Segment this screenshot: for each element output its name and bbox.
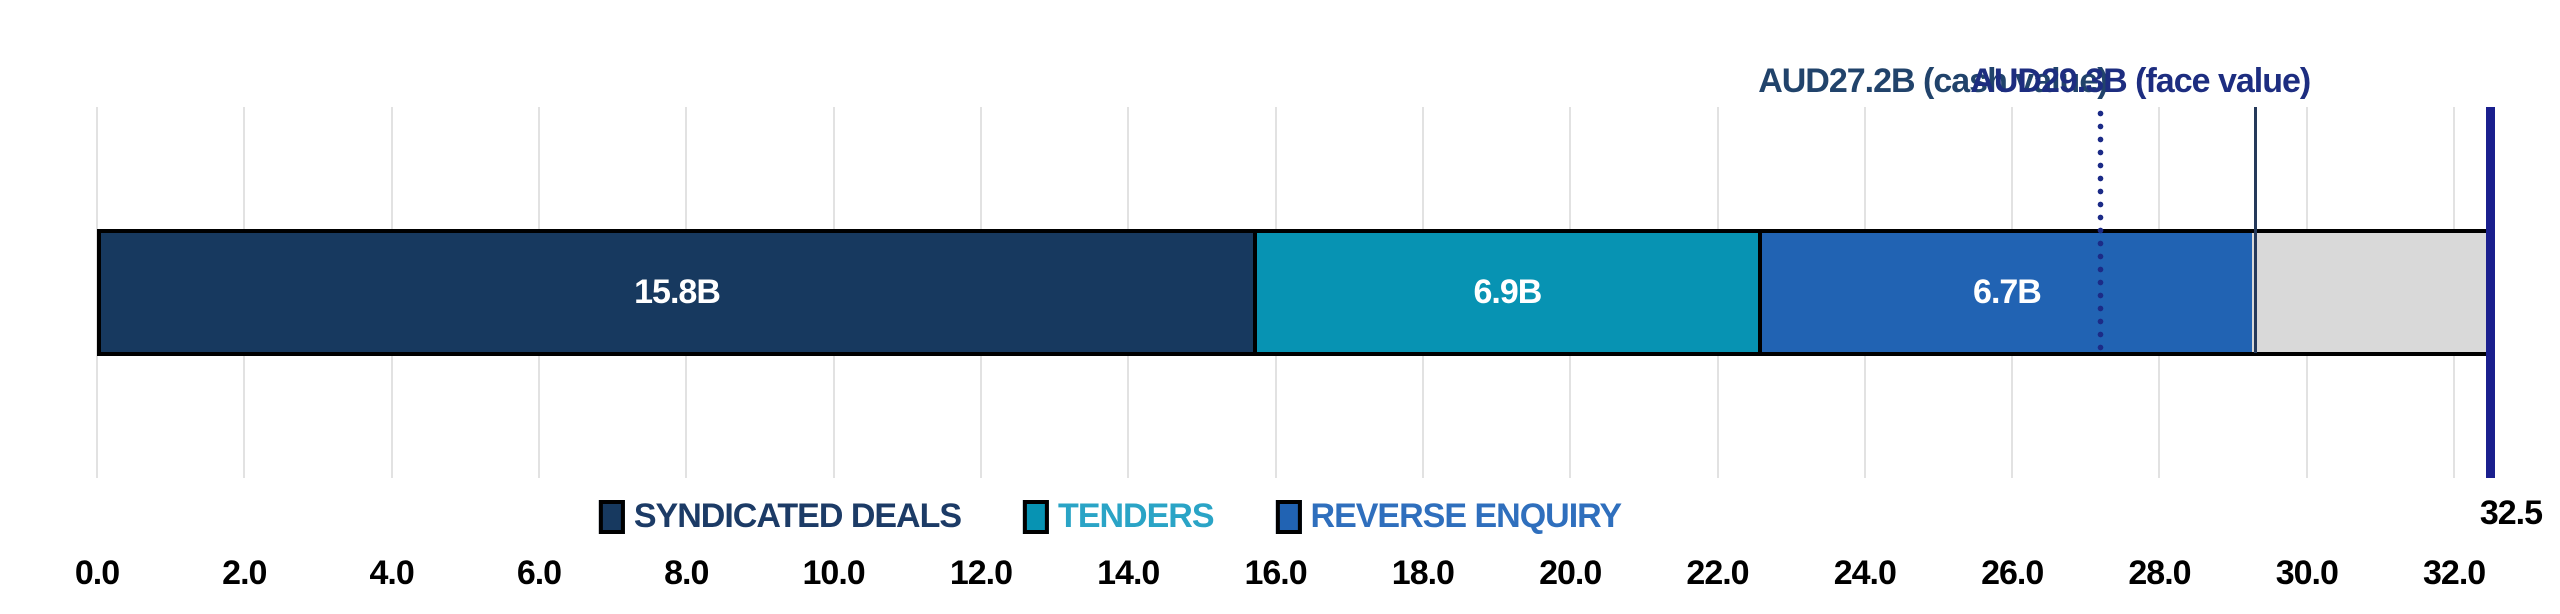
legend-item-reverse-enquiry: REVERSE ENQUIRY xyxy=(1275,497,1623,536)
legend: SYNDICATED DEALS TENDERS REVERSE ENQUIRY xyxy=(598,497,1623,536)
x-tick-label: 28.0 xyxy=(2128,554,2191,592)
bar-segment-remainder xyxy=(2252,233,2487,352)
legend-label: TENDERS xyxy=(1058,497,1214,535)
axis-extra-label-total: 32.5 xyxy=(2479,494,2543,532)
legend-label: SYNDICATED DEALS xyxy=(633,497,962,535)
x-tick-label: 6.0 xyxy=(516,554,562,592)
x-tick-label: 14.0 xyxy=(1097,554,1160,592)
legend-swatch-icon xyxy=(1275,499,1302,534)
x-tick-label: 8.0 xyxy=(664,554,709,592)
x-tick-label: 22.0 xyxy=(1686,554,1749,592)
x-tick-label: 18.0 xyxy=(1391,554,1455,592)
legend-item-syndicated-deals: SYNDICATED DEALS xyxy=(598,497,962,536)
bar-segment-tenders: 6.9B xyxy=(1257,233,1762,352)
annotation-total-line xyxy=(2486,107,2496,478)
stacked-bar: 15.8B 6.9B 6.7B xyxy=(97,229,2491,356)
annotation-cash-value-line xyxy=(2097,107,2105,353)
x-tick-label: 10.0 xyxy=(802,554,866,592)
x-tick-label: 26.0 xyxy=(1981,554,2044,592)
x-tick-label: 20.0 xyxy=(1539,554,1602,592)
x-tick-label: 4.0 xyxy=(369,554,414,592)
x-tick-label: 24.0 xyxy=(1833,554,1897,592)
legend-swatch-icon xyxy=(598,499,625,534)
legend-label: REVERSE ENQUIRY xyxy=(1310,497,1623,535)
annotation-face-value-label: AUD29.3B (face value) xyxy=(1970,62,2311,100)
x-tick-label: 30.0 xyxy=(2275,554,2339,592)
bar-segment-syndicated-deals: 15.8B xyxy=(101,233,1258,352)
x-tick-label: 32.0 xyxy=(2423,554,2486,592)
annotation-cash-value-label: AUD27.2B (cash value) xyxy=(1758,62,2108,100)
x-tick-label: 0.0 xyxy=(74,554,120,592)
x-tick-label: 12.0 xyxy=(949,554,1013,592)
x-tick-label: 16.0 xyxy=(1244,554,1307,592)
bar-segment-value-label: 6.7B xyxy=(1973,273,2042,311)
bar-segment-value-label: 15.8B xyxy=(634,273,721,311)
bar-segment-value-label: 6.9B xyxy=(1473,273,1543,311)
x-tick-label: 2.0 xyxy=(222,554,267,592)
bar-segment-reverse-enquiry: 6.7B xyxy=(1761,233,2253,352)
annotation-face-value-line xyxy=(2253,107,2257,353)
legend-swatch-icon xyxy=(1023,499,1050,534)
legend-item-tenders: TENDERS xyxy=(1023,497,1215,536)
